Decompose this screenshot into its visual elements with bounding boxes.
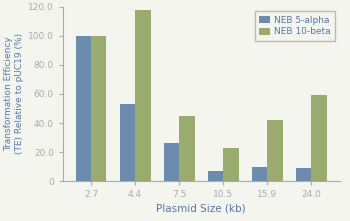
Bar: [296, 168, 312, 181]
Bar: [135, 10, 150, 181]
Bar: [179, 116, 195, 181]
Y-axis label: Transformation Efficiency
(TE) Relative to pUC19 (%): Transformation Efficiency (TE) Relative …: [5, 33, 24, 154]
Bar: [252, 167, 267, 181]
Bar: [267, 120, 283, 181]
Legend: NEB 5-alpha, NEB 10-beta: NEB 5-alpha, NEB 10-beta: [255, 11, 335, 41]
Bar: [223, 148, 239, 181]
X-axis label: Plasmid Size (kb): Plasmid Size (kb): [156, 203, 246, 213]
Bar: [312, 95, 327, 181]
Bar: [120, 104, 135, 181]
Bar: [164, 143, 179, 181]
Bar: [208, 171, 223, 181]
Bar: [76, 36, 91, 181]
Bar: [91, 36, 106, 181]
